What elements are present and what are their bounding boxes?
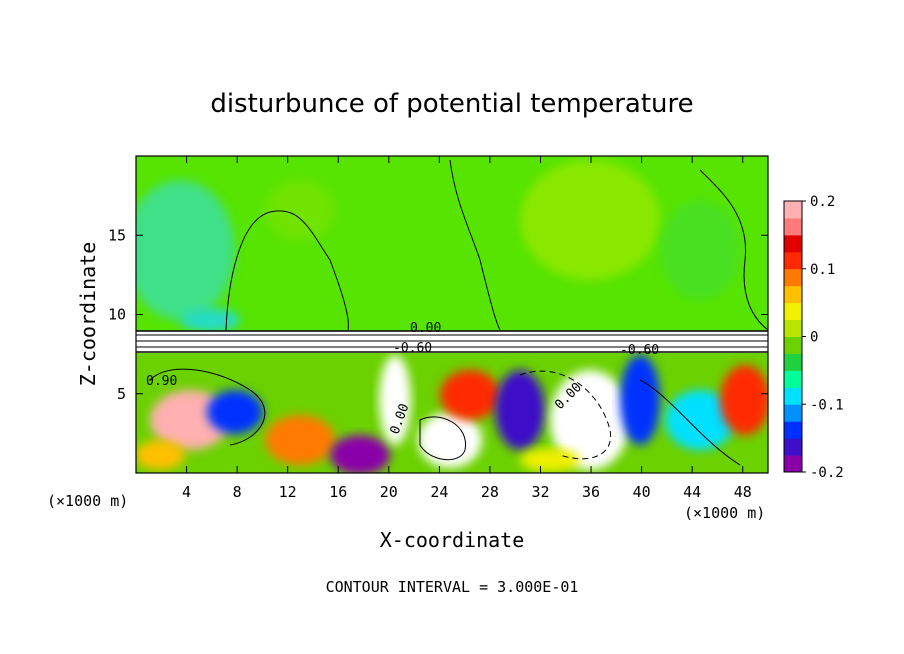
x-tick-label: 32 xyxy=(531,483,549,501)
colorbar-tick-label: -0.1 xyxy=(810,397,844,413)
turbulent-lower-field xyxy=(136,353,768,473)
x-tick-label: 16 xyxy=(329,483,347,501)
y-tick-label: 5 xyxy=(117,385,126,403)
colorbar-tick-label: 0.1 xyxy=(810,262,835,278)
colorbar-tick-label: -0.2 xyxy=(810,465,844,481)
colorbar: 0.2 0.1 0 -0.1 -0.2 xyxy=(783,194,844,481)
x-tick-label: 48 xyxy=(734,483,752,501)
colorbar-segment xyxy=(784,353,802,371)
y-axis-label: Z-coordinate xyxy=(76,242,100,387)
colorbar-segment xyxy=(784,319,802,337)
x-tick-label: 4 xyxy=(182,483,191,501)
x-tick-label: 36 xyxy=(582,483,600,501)
colorbar-segment xyxy=(784,268,802,287)
colorbar-segment xyxy=(784,370,802,388)
colorbar-segment xyxy=(784,217,802,236)
colorbar-tick-label: 0.2 xyxy=(810,194,835,210)
x-axis-label: X-coordinate xyxy=(380,528,525,552)
x-tick-label: 44 xyxy=(683,483,701,501)
x-tick-label: 12 xyxy=(279,483,297,501)
plot-area xyxy=(136,156,768,473)
y-tick-label: 10 xyxy=(108,306,126,324)
colorbar-segment xyxy=(784,455,802,473)
colorbar-segment xyxy=(784,251,802,270)
x-tick-label: 40 xyxy=(633,483,651,501)
colorbar-segment xyxy=(784,285,802,304)
contour-label: 0.90 xyxy=(146,374,177,389)
colorbar-segment xyxy=(784,387,802,405)
contour-label: -0.60 xyxy=(620,343,659,358)
colorbar-tick-label: 0 xyxy=(810,330,818,346)
x-unit-left: (×1000 m) xyxy=(47,492,128,510)
contour-label: -0.60 xyxy=(393,341,432,356)
contour-interval-note: CONTOUR INTERVAL = 3.000E-01 xyxy=(326,578,579,596)
contour-label: 0.00 xyxy=(410,321,441,336)
contour-lines xyxy=(149,159,768,466)
y-tick-label: 15 xyxy=(108,226,126,244)
colorbar-segment xyxy=(784,421,802,439)
x-tick-label: 24 xyxy=(430,483,448,501)
colorbar-segment xyxy=(784,234,802,253)
x-tick-label: 20 xyxy=(380,483,398,501)
chart-title: disturbunce of potential temperature xyxy=(210,89,693,119)
x-tick-label: 8 xyxy=(233,483,242,501)
colorbar-segment xyxy=(784,201,802,219)
colorbar-segment xyxy=(784,336,802,354)
x-tick-label: 28 xyxy=(481,483,499,501)
upper-field xyxy=(136,156,768,332)
inversion-layer xyxy=(136,330,768,353)
colorbar-segment xyxy=(784,438,802,456)
colorbar-segment xyxy=(784,302,802,321)
x-unit-right: (×1000 m) xyxy=(684,504,765,522)
colorbar-segment xyxy=(784,404,802,422)
